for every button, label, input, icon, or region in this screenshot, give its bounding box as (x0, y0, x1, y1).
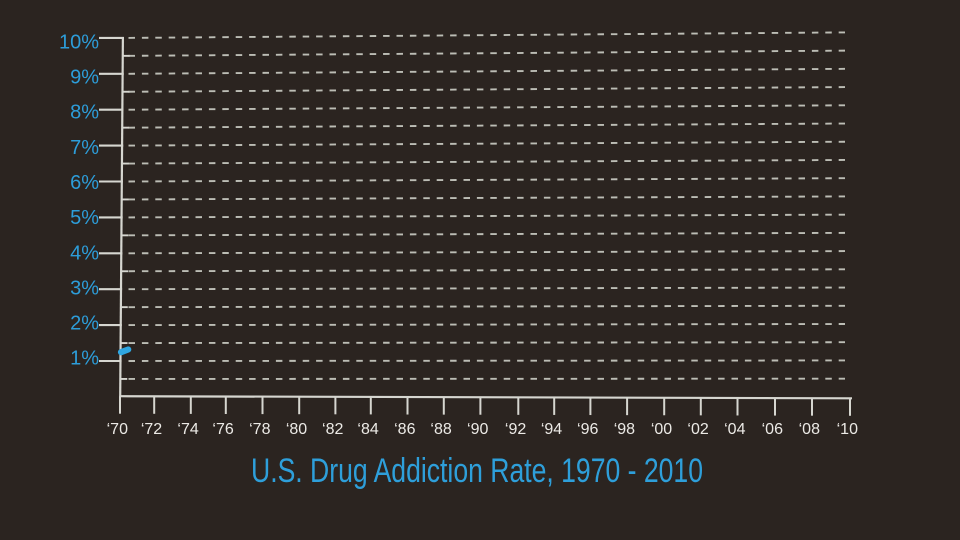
svg-text:‘90: ‘90 (467, 421, 488, 438)
svg-text:‘74: ‘74 (177, 421, 198, 438)
svg-text:‘82: ‘82 (322, 421, 343, 438)
svg-text:U.S. Drug Addiction Rate, 1970: U.S. Drug Addiction Rate, 1970 - 2010 (251, 452, 703, 490)
svg-text:‘70: ‘70 (107, 421, 128, 438)
svg-text:‘78: ‘78 (249, 421, 270, 438)
svg-text:8%: 8% (70, 102, 99, 124)
svg-text:10%: 10% (59, 31, 99, 53)
svg-text:‘86: ‘86 (394, 421, 415, 438)
svg-text:3%: 3% (70, 277, 99, 299)
svg-text:‘00: ‘00 (651, 421, 672, 438)
svg-text:‘06: ‘06 (762, 421, 783, 438)
svg-text:2%: 2% (70, 313, 99, 335)
svg-text:‘94: ‘94 (541, 421, 562, 438)
svg-text:1%: 1% (70, 348, 99, 370)
svg-text:6%: 6% (70, 172, 99, 194)
svg-text:‘96: ‘96 (577, 421, 598, 438)
svg-text:‘72: ‘72 (141, 421, 162, 438)
svg-text:‘88: ‘88 (430, 421, 451, 438)
svg-text:‘84: ‘84 (357, 421, 378, 438)
svg-text:‘10: ‘10 (837, 421, 858, 438)
svg-text:5%: 5% (70, 207, 99, 229)
svg-text:‘92: ‘92 (505, 421, 526, 438)
svg-text:‘80: ‘80 (286, 421, 307, 438)
svg-text:4%: 4% (70, 242, 99, 264)
svg-text:‘76: ‘76 (212, 421, 233, 438)
svg-text:‘02: ‘02 (687, 421, 708, 438)
svg-text:‘04: ‘04 (724, 421, 745, 438)
svg-text:9%: 9% (70, 66, 99, 88)
svg-text:7%: 7% (70, 137, 99, 159)
svg-text:‘08: ‘08 (799, 421, 820, 438)
svg-text:‘98: ‘98 (614, 421, 635, 438)
